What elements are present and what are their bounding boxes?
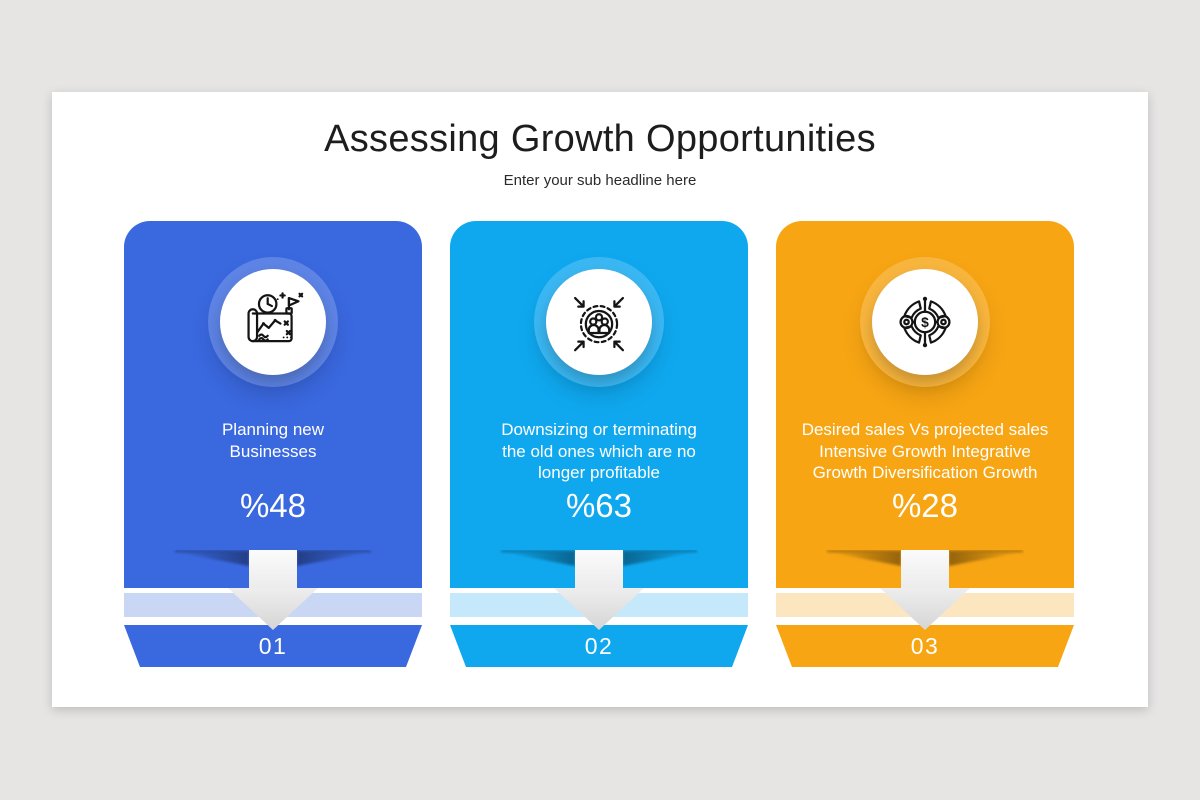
- svg-text:$: $: [921, 314, 929, 330]
- icon-ring: $: [860, 257, 990, 387]
- sales-money-network-icon: $: [899, 296, 951, 348]
- card-number-badge: 02: [450, 625, 748, 667]
- card-number-badge: 03: [776, 625, 1074, 667]
- card-downsizing: Downsizing or terminating the old ones w…: [450, 221, 748, 667]
- down-arrow-icon: [827, 550, 1023, 630]
- down-arrow-icon: [501, 550, 697, 630]
- card-planning: Planning new Businesses %48 01: [124, 221, 422, 667]
- card-percent: %48: [239, 487, 307, 524]
- downsizing-people-icon: [573, 296, 625, 352]
- card-percent: %63: [565, 487, 633, 524]
- card-number: 01: [258, 632, 288, 659]
- card-number: 03: [910, 632, 940, 659]
- icon-circle: [220, 269, 326, 375]
- card-number-badge: 01: [124, 625, 422, 667]
- cards-row: Planning new Businesses %48 01: [124, 221, 1074, 667]
- page-title: Assessing Growth Opportunities: [324, 118, 876, 160]
- card-sales: $: [776, 221, 1074, 667]
- down-arrow-icon: [175, 550, 371, 630]
- slide-canvas: Assessing Growth Opportunities Enter you…: [52, 92, 1148, 707]
- planning-map-icon: [247, 292, 304, 343]
- slide-header: Assessing Growth Opportunities Enter you…: [52, 92, 1148, 189]
- icon-ring: [208, 257, 338, 387]
- icon-ring: [534, 257, 664, 387]
- card-title: Desired sales Vs projected sales Intensi…: [801, 420, 1049, 482]
- icon-circle: [546, 269, 652, 375]
- page-subtitle: Enter your sub headline here: [503, 172, 697, 189]
- card-percent: %28: [891, 487, 959, 524]
- card-number: 02: [584, 632, 614, 659]
- card-title: Downsizing or terminating the old ones w…: [501, 420, 697, 482]
- card-title: Planning new Businesses: [221, 420, 325, 461]
- icon-circle: $: [872, 269, 978, 375]
